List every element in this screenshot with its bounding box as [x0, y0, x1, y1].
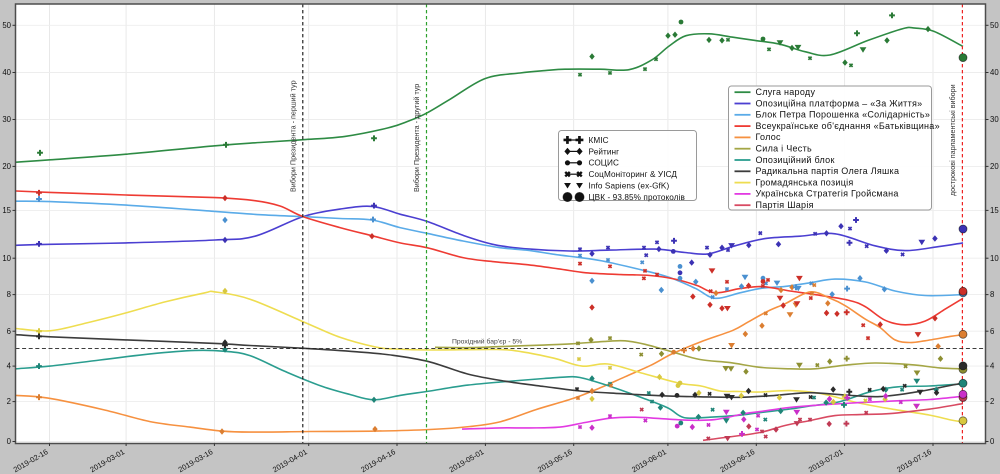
- svg-text:Блок Петра Порошенка «Солідарн: Блок Петра Порошенка «Солідарність»: [756, 110, 931, 120]
- svg-text:6: 6: [7, 327, 11, 336]
- svg-text:Опозиційна платформа – «За Жит: Опозиційна платформа – «За Життя»: [756, 98, 923, 108]
- svg-text:40: 40: [990, 68, 999, 77]
- svg-text:Українська Стратегія Гройсмана: Українська Стратегія Гройсмана: [756, 189, 899, 199]
- svg-text:2: 2: [990, 397, 994, 406]
- svg-text:50: 50: [990, 21, 999, 30]
- svg-text:Прохідний бар'єр - 5%: Прохідний бар'єр - 5%: [452, 338, 522, 346]
- svg-text:15: 15: [2, 206, 11, 215]
- svg-text:Info Sapiens (ex-GfK): Info Sapiens (ex-GfK): [589, 182, 670, 191]
- svg-text:8: 8: [7, 290, 11, 299]
- svg-text:Рейтинг: Рейтинг: [589, 147, 620, 156]
- svg-text:10: 10: [990, 254, 999, 263]
- svg-text:0: 0: [990, 437, 995, 446]
- svg-text:50: 50: [2, 21, 11, 30]
- svg-text:Голос: Голос: [756, 132, 782, 142]
- svg-text:Сила і Честь: Сила і Честь: [756, 144, 812, 154]
- svg-text:20: 20: [990, 162, 999, 171]
- svg-text:20: 20: [2, 162, 11, 171]
- svg-text:8: 8: [990, 290, 994, 299]
- svg-text:10: 10: [2, 254, 11, 263]
- svg-text:СОЦИС: СОЦИС: [589, 159, 619, 168]
- svg-text:40: 40: [2, 68, 11, 77]
- svg-text:30: 30: [2, 115, 11, 124]
- svg-text:Опозиційний блок: Опозиційний блок: [756, 155, 835, 165]
- svg-text:Радикальна партія Олега Ляшка: Радикальна партія Олега Ляшка: [756, 166, 900, 176]
- svg-text:Слуга народу: Слуга народу: [756, 87, 816, 97]
- svg-text:СоцМоніторинг & УІСД: СоцМоніторинг & УІСД: [589, 170, 678, 179]
- svg-text:0: 0: [7, 437, 12, 446]
- svg-text:4: 4: [7, 362, 12, 371]
- svg-text:30: 30: [990, 115, 999, 124]
- svg-text:15: 15: [990, 206, 999, 215]
- svg-text:4: 4: [990, 362, 995, 371]
- svg-text:2: 2: [7, 397, 11, 406]
- svg-text:Громадянська позиція: Громадянська позиція: [756, 177, 854, 187]
- svg-text:Партія Шарія: Партія Шарія: [756, 200, 814, 210]
- svg-text:6: 6: [990, 327, 994, 336]
- svg-text:дострокові парламентські вибор: дострокові парламентські вибори: [948, 84, 957, 196]
- svg-text:ЦВК - 93.85% протоколів: ЦВК - 93.85% протоколів: [589, 193, 685, 202]
- svg-text:КМІС: КМІС: [589, 136, 609, 145]
- svg-text:Вибори Президента - другий тур: Вибори Президента - другий тур: [412, 84, 421, 192]
- svg-text:Всеукраїнське об'єднання «Бать: Всеукраїнське об'єднання «Батьківщина»: [756, 121, 940, 131]
- svg-text:Вибори Президента - перший тур: Вибори Президента - перший тур: [288, 80, 297, 192]
